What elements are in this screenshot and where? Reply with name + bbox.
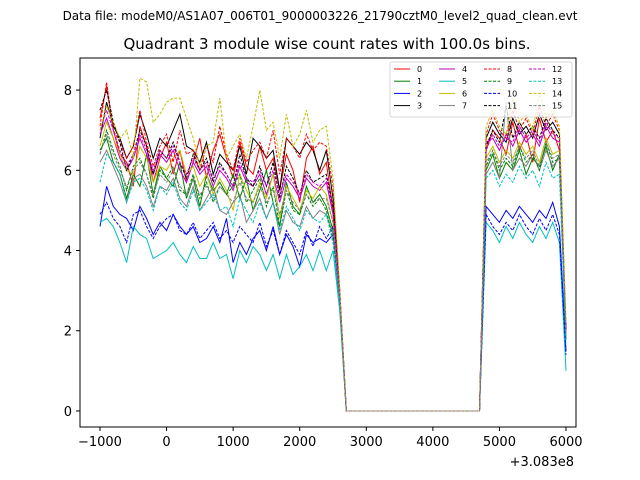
- legend-label-11: 11: [507, 102, 517, 111]
- x-tick-label: 2000: [283, 435, 316, 450]
- x-offset-text: +3.083e8: [510, 455, 574, 470]
- x-axis: −1000 0 1000 2000 3000 4000 5000 6000: [78, 427, 583, 450]
- chart-title: Quadrant 3 module wise count rates with …: [123, 35, 530, 53]
- legend-label-12: 12: [552, 65, 562, 74]
- x-tick-label: 5000: [483, 435, 516, 450]
- series-line-3: [99, 101, 567, 412]
- legend-label-6: 6: [462, 89, 467, 98]
- series-line-5: [99, 217, 567, 412]
- legend-label-0: 0: [417, 65, 422, 74]
- series-line-15: [99, 132, 567, 412]
- x-tick-label: 1000: [217, 435, 250, 450]
- axes-frame: [79, 57, 577, 428]
- series-line-7: [99, 102, 567, 412]
- series-line-9: [99, 128, 567, 412]
- y-tick-label: 8: [64, 84, 72, 99]
- legend-label-1: 1: [417, 77, 422, 86]
- series-line-14: [99, 77, 567, 412]
- plot-lines: [99, 77, 567, 412]
- y-tick-label: 0: [64, 405, 72, 420]
- legend-box: [389, 61, 573, 118]
- legend-label-8: 8: [507, 65, 512, 74]
- legend-label-9: 9: [507, 77, 512, 86]
- x-tick-label: −1000: [78, 435, 122, 450]
- x-tick-label: 0: [162, 435, 170, 450]
- series-line-8: [99, 82, 567, 412]
- y-tick-label: 4: [64, 245, 72, 260]
- x-tick-label: 3000: [350, 435, 383, 450]
- series-line-11: [99, 88, 567, 412]
- legend-label-14: 14: [552, 89, 562, 98]
- legend-label-5: 5: [462, 77, 467, 86]
- series-line-13: [99, 153, 567, 412]
- legend-label-2: 2: [417, 89, 422, 98]
- x-tick-label: 4000: [416, 435, 449, 450]
- x-tick-label: 6000: [549, 435, 582, 450]
- legend-label-3: 3: [417, 102, 422, 111]
- y-tick-label: 6: [64, 164, 72, 179]
- legend-label-13: 13: [552, 77, 562, 86]
- legend-label-10: 10: [507, 89, 517, 98]
- chart-suptitle: Data file: modeM0/AS1A07_006T01_90000032…: [63, 9, 578, 23]
- legend-label-4: 4: [462, 65, 467, 74]
- legend-label-7: 7: [462, 102, 467, 111]
- series-line-12: [99, 108, 567, 412]
- y-tick-label: 2: [64, 325, 72, 340]
- y-axis: 0 2 4 6 8: [64, 84, 80, 420]
- legend-label-15: 15: [552, 102, 562, 111]
